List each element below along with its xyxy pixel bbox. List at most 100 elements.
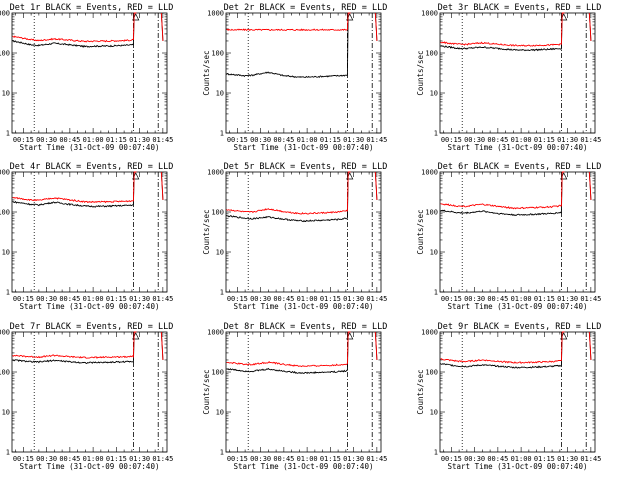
x-tick-label: 00:30 bbox=[250, 295, 271, 303]
y-tick-label: 1 bbox=[6, 449, 10, 457]
series-lld-line bbox=[226, 331, 351, 368]
y-tick-label: 1000 bbox=[421, 10, 438, 18]
y-tick-label: 1 bbox=[220, 289, 224, 297]
x-tick-label: 01:45 bbox=[152, 136, 173, 144]
series-lld-late-spike bbox=[160, 12, 164, 42]
x-tick-label: 00:15 bbox=[13, 455, 34, 463]
series-lld-late-spike bbox=[588, 12, 592, 42]
y-tick-label: 1 bbox=[6, 130, 10, 138]
panel-title: Det 1r BLACK = Events, RED = LLD bbox=[10, 3, 174, 13]
series-lld-late-spike bbox=[160, 331, 164, 361]
x-tick-label: 01:00 bbox=[297, 295, 318, 303]
x-tick-label: 00:30 bbox=[36, 295, 57, 303]
y-tick-label: 100 bbox=[211, 369, 224, 377]
panel-9: Det 9r BLACK = Events, RED = LLD 1 10 100 10… bbox=[416, 322, 601, 471]
panel-title: Det 9r BLACK = Events, RED = LLD bbox=[438, 322, 602, 332]
y-tick-label: 10 bbox=[430, 409, 438, 417]
panel-4: Det 4r BLACK = Events, RED = LLD 1 10 100 10… bbox=[0, 162, 173, 311]
x-tick-label: 00:15 bbox=[13, 295, 34, 303]
x-tick-label: 01:15 bbox=[534, 295, 555, 303]
y-tick-label: 1 bbox=[220, 449, 224, 457]
x-tick-label: 00:15 bbox=[13, 136, 34, 144]
y-tick-label: 10 bbox=[216, 409, 224, 417]
x-axis-label: Start Time (31-Oct-09 00:07:40) bbox=[448, 302, 588, 311]
plot-frame bbox=[11, 171, 168, 293]
x-tick-label: 00:15 bbox=[227, 136, 248, 144]
panel-1: Det 1r BLACK = Events, RED = LLD 1 10 100 10… bbox=[0, 3, 173, 152]
x-tick-label: 01:45 bbox=[366, 295, 387, 303]
panel-5: Det 5r BLACK = Events, RED = LLD 1 10 100 10… bbox=[202, 162, 387, 311]
x-tick-label: 01:15 bbox=[106, 455, 127, 463]
y-tick-label: 100 bbox=[425, 209, 438, 217]
series-lld-late-spike bbox=[588, 331, 592, 361]
x-axis-label: Start Time (31-Oct-09 00:07:40) bbox=[20, 143, 160, 152]
plot-frame bbox=[439, 171, 596, 293]
x-tick-label: 01:00 bbox=[297, 136, 318, 144]
y-axis-label: Counts/sec bbox=[416, 50, 425, 95]
x-tick-label: 00:30 bbox=[250, 455, 271, 463]
x-tick-label: 00:30 bbox=[36, 136, 57, 144]
series-lld-line bbox=[440, 171, 565, 210]
x-tick-label: 00:45 bbox=[487, 455, 508, 463]
x-tick-label: 01:45 bbox=[580, 295, 601, 303]
x-tick-label: 00:30 bbox=[250, 136, 271, 144]
x-tick-label: 01:30 bbox=[557, 455, 578, 463]
y-tick-label: 10 bbox=[430, 249, 438, 257]
y-tick-label: 10 bbox=[216, 90, 224, 98]
y-axis-label: Counts/sec bbox=[416, 369, 425, 414]
y-tick-label: 100 bbox=[0, 209, 10, 217]
x-tick-label: 01:30 bbox=[557, 295, 578, 303]
x-axis-label: Start Time (31-Oct-09 00:07:40) bbox=[448, 462, 588, 471]
series-lld-line bbox=[12, 12, 137, 43]
x-tick-label: 01:30 bbox=[557, 136, 578, 144]
x-tick-label: 01:30 bbox=[129, 455, 150, 463]
x-tick-label: 01:00 bbox=[83, 295, 104, 303]
panel-2: Det 2r BLACK = Events, RED = LLD 1 10 100 10… bbox=[202, 3, 387, 152]
series-lld-late-spike bbox=[374, 12, 378, 42]
x-tick-label: 01:30 bbox=[129, 295, 150, 303]
panel-title: Det 4r BLACK = Events, RED = LLD bbox=[10, 162, 174, 172]
x-axis-label: Start Time (31-Oct-09 00:07:40) bbox=[234, 143, 374, 152]
y-tick-label: 1000 bbox=[421, 329, 438, 337]
x-tick-label: 00:45 bbox=[273, 455, 294, 463]
y-tick-label: 1 bbox=[220, 130, 224, 138]
y-tick-label: 1 bbox=[434, 449, 438, 457]
x-tick-label: 01:45 bbox=[366, 455, 387, 463]
x-tick-label: 01:00 bbox=[511, 136, 532, 144]
x-axis-label: Start Time (31-Oct-09 00:07:40) bbox=[234, 462, 374, 471]
x-tick-label: 00:30 bbox=[464, 136, 485, 144]
y-tick-label: 10 bbox=[216, 249, 224, 257]
x-tick-label: 01:30 bbox=[129, 136, 150, 144]
y-tick-label: 100 bbox=[425, 50, 438, 58]
panel-3: Det 3r BLACK = Events, RED = LLD 1 10 100 10… bbox=[416, 3, 601, 152]
x-tick-label: 01:15 bbox=[106, 136, 127, 144]
series-events-line bbox=[12, 331, 137, 364]
series-lld-late-spike bbox=[160, 171, 164, 201]
panel-title: Det 7r BLACK = Events, RED = LLD bbox=[10, 322, 174, 332]
panel-title: Det 3r BLACK = Events, RED = LLD bbox=[438, 3, 602, 13]
series-events-line bbox=[12, 171, 137, 208]
x-tick-label: 00:15 bbox=[227, 455, 248, 463]
x-tick-label: 01:00 bbox=[83, 136, 104, 144]
x-tick-label: 01:00 bbox=[511, 295, 532, 303]
x-tick-label: 00:45 bbox=[273, 295, 294, 303]
x-tick-label: 00:45 bbox=[59, 136, 80, 144]
y-tick-label: 1 bbox=[434, 289, 438, 297]
x-tick-label: 00:30 bbox=[36, 455, 57, 463]
x-tick-label: 01:00 bbox=[83, 455, 104, 463]
x-tick-label: 01:15 bbox=[320, 295, 341, 303]
series-lld-late-spike bbox=[374, 331, 378, 361]
plot-frame bbox=[11, 12, 168, 134]
series-events-line bbox=[440, 12, 565, 52]
y-tick-label: 1000 bbox=[207, 329, 224, 337]
y-axis-label: Counts/sec bbox=[416, 209, 425, 254]
y-tick-label: 1000 bbox=[0, 169, 10, 177]
x-tick-label: 01:30 bbox=[343, 455, 364, 463]
x-tick-label: 01:45 bbox=[152, 295, 173, 303]
y-tick-label: 10 bbox=[2, 409, 10, 417]
series-events-line bbox=[226, 12, 351, 79]
x-tick-label: 00:45 bbox=[59, 295, 80, 303]
x-axis-label: Start Time (31-Oct-09 00:07:40) bbox=[20, 302, 160, 311]
